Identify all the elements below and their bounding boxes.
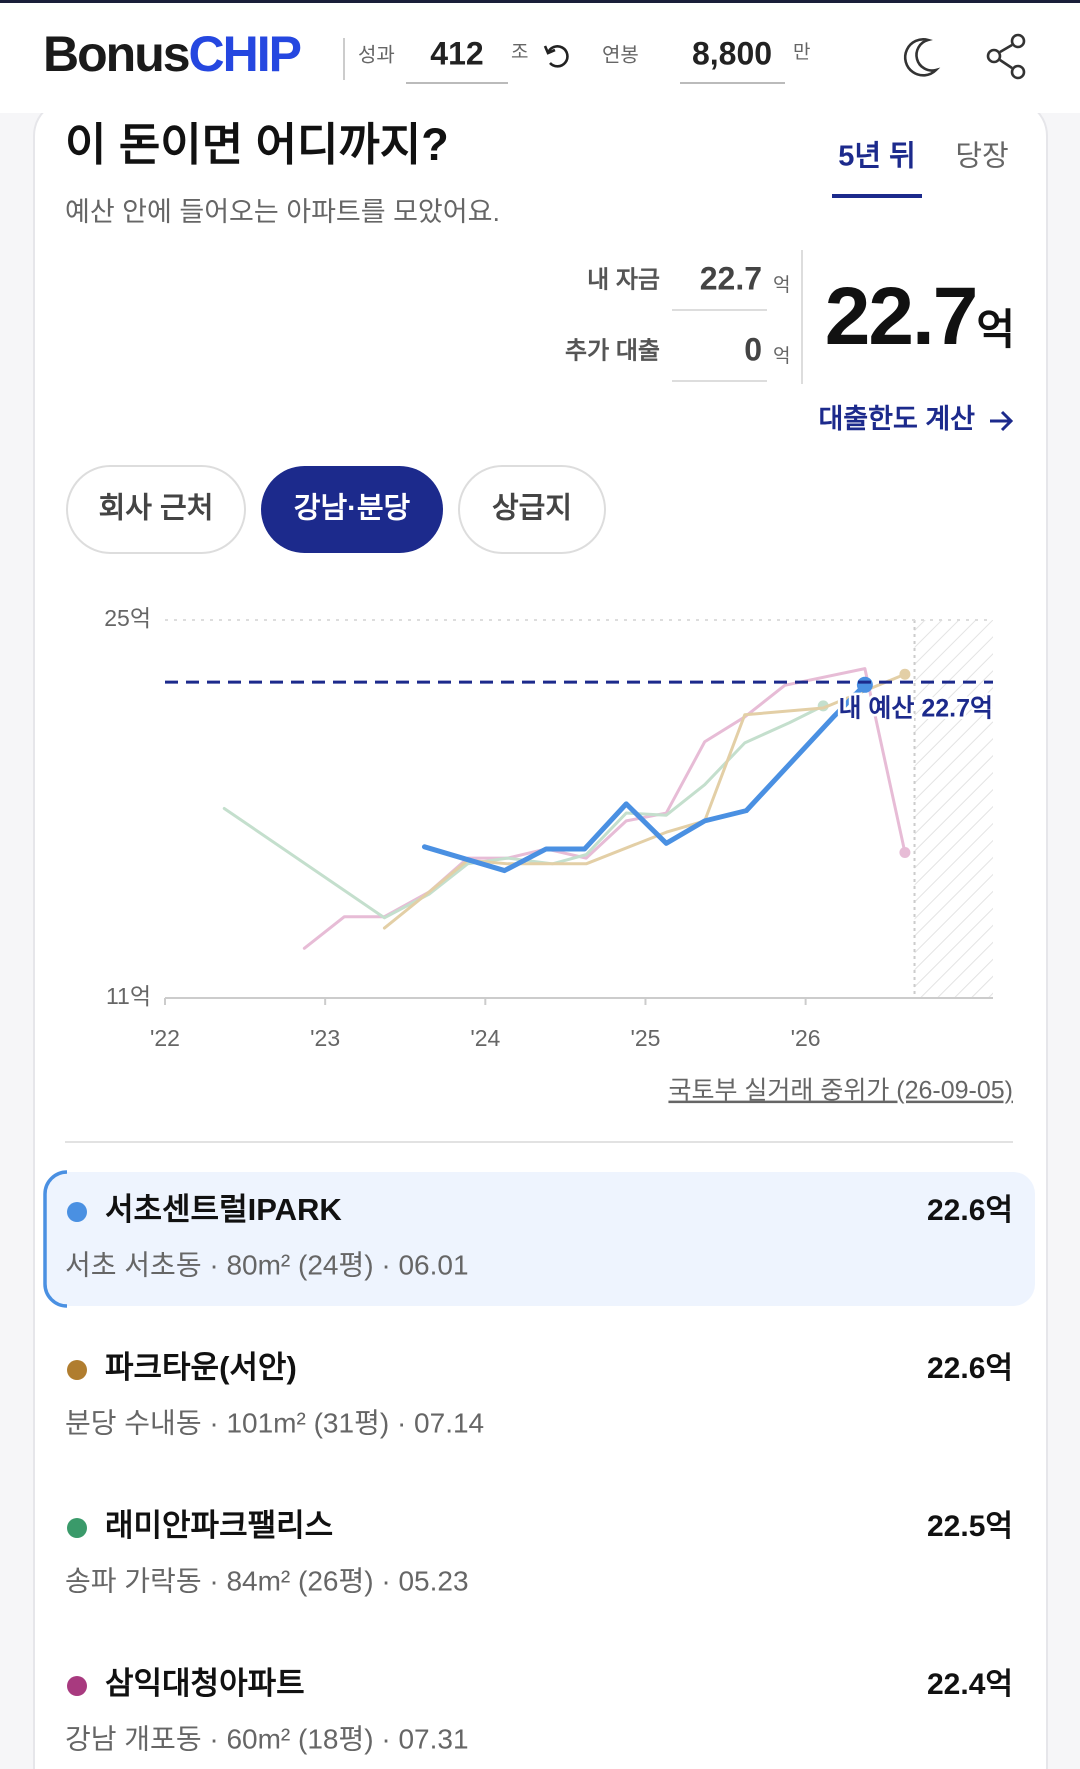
arrow-icon xyxy=(990,410,1014,432)
x-tick-label: '22 xyxy=(150,1025,180,1051)
perf-value[interactable]: 412 xyxy=(430,35,483,71)
logo-part: Bonus xyxy=(43,26,189,82)
share-icon[interactable] xyxy=(986,33,1026,80)
y-tick-label: 25억 xyxy=(104,605,151,631)
x-tick-label: '24 xyxy=(470,1025,500,1051)
apartment-dot xyxy=(67,1518,87,1538)
tab-active[interactable]: 5년 뒤 xyxy=(838,140,916,173)
source-link[interactable]: 국토부 실거래 중위가 (26-09-05) xyxy=(668,1077,1013,1105)
series-end-dot xyxy=(899,846,911,858)
apartment-detail: 분당 수내동 · 101m² (31평) · 07.14 xyxy=(65,1407,484,1438)
apartment-detail: 송파 가락동 · 84m² (26평) · 05.23 xyxy=(65,1565,469,1596)
share-node xyxy=(986,48,1002,64)
selected-row-bg xyxy=(45,1172,1035,1306)
salary-value[interactable]: 8,800 xyxy=(692,35,772,71)
apartment-detail: 서초 서초동 · 80m² (24평) · 06.01 xyxy=(65,1249,469,1280)
x-tick-label: '23 xyxy=(310,1025,340,1051)
budget-label: 내 예산 22.7억 xyxy=(838,695,993,723)
fund-label: 추가 대출 xyxy=(565,337,660,364)
fund-unit: 억 xyxy=(773,274,790,296)
x-tick-label: '25 xyxy=(630,1025,660,1051)
card-subtitle: 예산 안에 들어오는 아파트를 모았어요. xyxy=(65,197,500,227)
filter-pill[interactable] xyxy=(458,465,606,554)
top-bar xyxy=(0,0,1080,3)
perf-label: 성과 xyxy=(358,43,395,66)
apartment-name: 래미안파크팰리스 xyxy=(105,1508,333,1543)
refresh-arc xyxy=(546,45,569,68)
refresh-icon[interactable] xyxy=(543,45,569,68)
apartment-name: 삼익대청아파트 xyxy=(105,1666,305,1701)
apartment-dot xyxy=(67,1202,87,1222)
fund-value[interactable]: 22.7 xyxy=(700,260,762,296)
total-unit: 억 xyxy=(976,306,1013,353)
card-title: 이 돈이면 어디까지? xyxy=(65,119,449,170)
series-line xyxy=(222,704,825,920)
y-tick-label: 11억 xyxy=(106,983,151,1009)
selected-row-accent xyxy=(43,1170,68,1308)
filter-pill-active[interactable] xyxy=(261,466,443,553)
apartment-detail: 강남 개포동 · 60m² (18평) · 07.31 xyxy=(65,1723,469,1754)
projection-area xyxy=(914,620,993,998)
logo-part: CHIP xyxy=(189,26,301,82)
salary-unit: 만 xyxy=(793,41,810,63)
series-line xyxy=(421,682,868,874)
chart: 11억 25억 '22 '23 '24 '25 '26 내 예산 22.7억 xyxy=(104,605,995,1051)
share-edge xyxy=(999,43,1013,70)
apartment-name: 서초센트럴IPARK xyxy=(105,1192,342,1227)
loan-limit-link[interactable]: 대출한도 계산 xyxy=(818,404,975,434)
filter-label: 회사 근처 xyxy=(99,492,214,525)
dark-mode-icon[interactable] xyxy=(903,38,941,77)
series-end-dot xyxy=(899,668,911,680)
apartment-price: 22.6억 xyxy=(927,1352,1013,1385)
perf-unit: 조 xyxy=(511,42,528,63)
share-node xyxy=(1010,33,1026,49)
filter-pill[interactable] xyxy=(66,465,246,554)
logo[interactable]: BonusCHIP xyxy=(43,26,303,82)
apartment-dot xyxy=(67,1676,87,1696)
tab[interactable]: 당장 xyxy=(955,141,1008,173)
share-node xyxy=(1010,64,1026,80)
total-value: 22.7 xyxy=(825,271,977,362)
filter-label: 상급지 xyxy=(492,492,572,525)
tab-underline xyxy=(832,194,922,198)
refresh-arrow xyxy=(543,45,556,55)
apartment-name: 파크타운(서안) xyxy=(105,1350,297,1385)
apartment-price: 22.6억 xyxy=(927,1194,1013,1227)
fund-unit: 억 xyxy=(773,345,790,367)
header xyxy=(0,0,1080,113)
apartment-dot xyxy=(67,1360,87,1380)
fund-label: 내 자금 xyxy=(587,266,660,293)
apartment-price: 22.4억 xyxy=(927,1668,1013,1701)
fund-value[interactable]: 0 xyxy=(744,331,762,367)
salary-label: 연봉 xyxy=(602,43,639,66)
filter-label: 강남·분당 xyxy=(294,492,411,525)
series-line xyxy=(382,672,907,930)
series-end-dot xyxy=(856,676,873,693)
total-budget: 22.7억 xyxy=(825,271,1013,362)
apartment-price: 22.5억 xyxy=(927,1510,1013,1543)
x-tick-label: '26 xyxy=(791,1025,821,1051)
